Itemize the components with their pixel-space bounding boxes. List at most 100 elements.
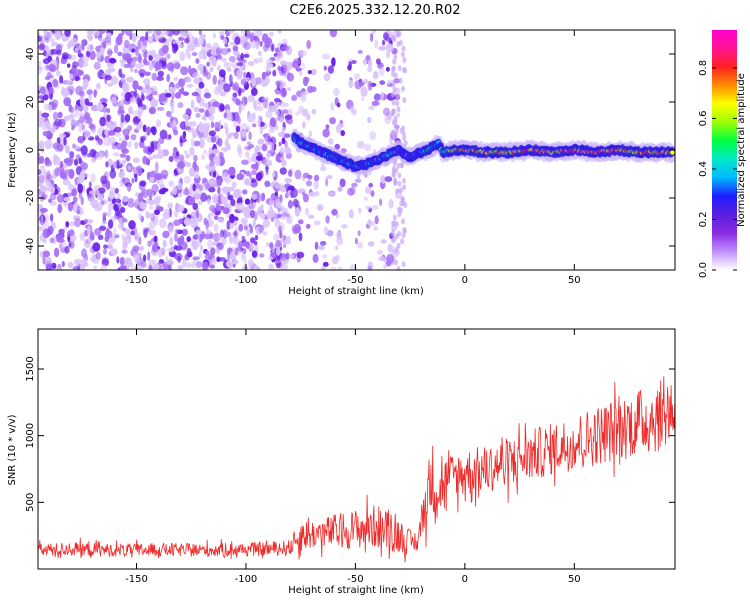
noise-speck [238,223,244,232]
noise-speck [401,232,406,239]
noise-speck [387,79,391,85]
noise-speck [134,68,138,74]
noise-speck [314,190,320,197]
noise-speck [177,161,185,169]
noise-speck [139,135,147,142]
noise-speck [238,104,242,114]
noise-speck [269,198,273,209]
noise-speck [55,70,61,77]
noise-speck [131,178,135,184]
noise-speck [265,152,272,158]
noise-speck [376,58,381,65]
noise-speck [188,167,195,177]
noise-speck [223,61,232,69]
noise-speck [232,45,239,51]
noise-speck [119,265,127,270]
noise-speck [181,228,188,236]
noise-speck [159,129,168,140]
noise-speck [186,76,192,83]
noise-speck [73,68,82,77]
noise-speck [112,152,120,157]
noise-speck [71,125,75,131]
noise-speck [248,262,257,270]
noise-speck [245,125,251,131]
noise-speck [89,50,96,60]
noise-speck [391,66,396,73]
noise-speck [286,216,291,224]
noise-speck [330,266,337,270]
noise-speck [73,159,79,166]
noise-speck [216,179,223,186]
noise-speck [393,177,398,186]
noise-speck [382,32,389,41]
noise-speck [90,173,96,183]
noise-speck [182,130,187,139]
noise-speck [355,178,362,183]
noise-speck [241,159,249,165]
noise-speck [268,263,273,270]
noise-speck [264,141,273,146]
noise-speck [95,251,101,260]
noise-speck [362,78,369,85]
y-tick-label: 40 [25,48,36,61]
noise-speck [297,188,301,194]
noise-speck [228,55,236,63]
noise-speck [138,212,142,220]
noise-speck [56,194,65,203]
noise-speck [237,117,242,124]
noise-speck [392,214,397,221]
noise-speck [72,61,79,68]
noise-speck [131,110,139,116]
noise-speck [172,185,178,196]
noise-speck [192,183,196,192]
noise-speck [45,174,53,182]
noise-speck [104,127,109,138]
noise-speck [133,173,138,178]
noise-speck [74,260,81,267]
noise-speck [53,247,60,258]
noise-speck [58,228,65,235]
noise-speck [231,259,239,265]
noise-speck [98,138,103,146]
noise-speck [378,45,387,51]
noise-speck [326,175,333,180]
noise-speck [226,47,231,53]
noise-speck [173,129,179,136]
noise-speck [219,31,225,36]
noise-speck [190,219,199,229]
noise-speck [109,169,117,179]
noise-speck [43,50,47,57]
noise-speck [385,261,392,267]
noise-speck [367,66,373,73]
noise-speck [83,103,89,113]
noise-speck [295,67,302,72]
noise-speck [155,161,159,172]
noise-speck [106,114,111,123]
noise-speck [212,32,217,39]
noise-speck [148,55,153,61]
noise-speck [177,204,185,213]
noise-speck [40,215,44,224]
noise-speck [254,234,259,241]
noise-speck [86,33,92,40]
noise-speck [132,245,140,252]
noise-speck [263,43,269,52]
noise-speck [203,65,207,75]
x-tick-label: -150 [125,574,148,585]
noise-speck [379,66,385,77]
noise-speck [67,85,75,94]
noise-speck [229,213,235,224]
noise-speck [322,53,330,60]
noise-speck [244,180,252,186]
noise-speck [172,40,181,45]
noise-speck [99,98,108,103]
noise-speck [61,52,69,60]
noise-speck [146,188,153,197]
noise-speck [248,223,252,228]
noise-speck [170,87,177,93]
noise-speck [203,149,207,155]
noise-speck [216,248,220,254]
noise-speck [163,208,171,215]
noise-speck [125,134,130,141]
x-tick-label: -100 [235,574,258,585]
